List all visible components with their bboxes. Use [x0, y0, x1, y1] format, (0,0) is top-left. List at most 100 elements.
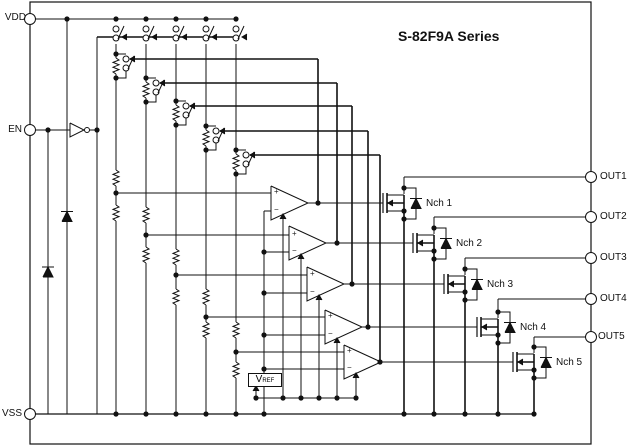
- switch-contact: [122, 55, 130, 63]
- resistor: [201, 321, 211, 339]
- junction-dot: [233, 411, 239, 417]
- schmitt-inverter: [69, 122, 86, 138]
- pin-label-vss: VSS: [1, 408, 22, 419]
- wire: [236, 167, 247, 175]
- arrowhead: [387, 199, 394, 207]
- junction-dot: [531, 367, 537, 373]
- pin-label-out3: OUT3: [600, 252, 627, 263]
- junction-dot: [143, 16, 149, 22]
- arrowhead: [189, 102, 196, 110]
- switch-contact: [172, 25, 180, 33]
- switch-contact: [152, 79, 160, 87]
- comparator-3: [306, 266, 346, 302]
- resistor: [231, 321, 241, 339]
- switch-contact: [182, 102, 190, 110]
- pin-out4: [585, 293, 597, 305]
- junction-dot: [113, 16, 119, 22]
- diagram-title: S-82F9A Series: [398, 28, 500, 44]
- resistor: [111, 204, 121, 222]
- nch5-label: Nch 5: [556, 357, 583, 368]
- ic-outline: [29, 1, 592, 445]
- junction-dot: [203, 314, 209, 320]
- comparator-plus-sign: +: [292, 229, 297, 238]
- inverter-bubble: [84, 127, 90, 133]
- junction-dot: [203, 411, 209, 417]
- arrowhead: [448, 280, 455, 288]
- arrowhead: [211, 33, 218, 41]
- junction-dot: [495, 332, 501, 338]
- arrowhead: [297, 253, 305, 260]
- pin-out5: [585, 331, 597, 343]
- resistor: [201, 129, 211, 147]
- comparator-plus-sign: +: [328, 311, 333, 320]
- comparator-minus-sign: −: [347, 363, 352, 372]
- switch-contact: [232, 25, 240, 33]
- vref-block: VREF: [248, 373, 282, 387]
- pin-vdd: [24, 13, 36, 25]
- resistor: [171, 104, 181, 122]
- resistor: [111, 57, 121, 75]
- arrowhead: [241, 33, 248, 41]
- arrowhead: [129, 55, 136, 63]
- comparator-plus-sign: +: [310, 269, 315, 278]
- junction-dot: [431, 248, 437, 254]
- comparator-plus-sign: +: [347, 346, 352, 355]
- arrowhead: [159, 79, 166, 87]
- switch-blade: [117, 25, 125, 40]
- nch2-label: Nch 2: [456, 238, 483, 249]
- junction-dot: [377, 359, 383, 365]
- junction-dot: [401, 208, 407, 214]
- comparator-plus-sign: +: [274, 187, 279, 196]
- arrowhead: [121, 33, 128, 41]
- junction-dot: [173, 411, 179, 417]
- wire: [146, 95, 157, 103]
- pin-label-en: EN: [8, 124, 22, 135]
- vref-label: V: [255, 374, 263, 385]
- comparator-1: [270, 185, 310, 221]
- resistor: [231, 153, 241, 171]
- junction-dot: [143, 232, 149, 238]
- switch-blade: [237, 25, 245, 40]
- diode: [504, 321, 516, 333]
- arrowhead: [279, 213, 287, 220]
- switch-blade: [207, 25, 215, 40]
- wire: [206, 143, 217, 151]
- pin-label-out1: OUT1: [600, 171, 627, 182]
- diode: [471, 278, 483, 290]
- diode: [42, 265, 54, 278]
- junction-dot: [233, 16, 239, 22]
- switch-contact: [242, 151, 250, 159]
- resistor: [171, 288, 181, 306]
- junction-dot: [253, 395, 259, 401]
- pin-out3: [585, 252, 597, 264]
- resistor: [141, 81, 151, 99]
- pin-label-out2: OUT2: [600, 211, 627, 222]
- arrowhead: [517, 358, 524, 366]
- junction-dot: [203, 16, 209, 22]
- nch3-label: Nch 3: [487, 279, 514, 290]
- junction-dot: [113, 411, 119, 417]
- junction-dot: [173, 16, 179, 22]
- pin-out2: [585, 211, 597, 223]
- junction-dot: [531, 411, 537, 417]
- arrowhead: [249, 151, 256, 159]
- arrowhead: [417, 239, 424, 247]
- junction-dot: [462, 289, 468, 295]
- switch-blade: [177, 25, 185, 40]
- vref-sub-label: REF: [262, 378, 275, 384]
- arrowhead: [181, 33, 188, 41]
- diode: [540, 356, 552, 368]
- pin-label-out4: OUT4: [600, 293, 627, 304]
- junction-dot: [462, 411, 468, 417]
- switch-contact: [142, 25, 150, 33]
- pin-vss: [24, 408, 36, 420]
- pin-out1: [585, 171, 597, 183]
- arrowhead: [481, 323, 488, 331]
- junction-dot: [401, 411, 407, 417]
- arrowhead: [219, 127, 226, 135]
- arrowhead: [333, 337, 341, 344]
- comparator-2: [288, 225, 328, 261]
- junction-dot: [173, 272, 179, 278]
- resistor: [111, 169, 121, 187]
